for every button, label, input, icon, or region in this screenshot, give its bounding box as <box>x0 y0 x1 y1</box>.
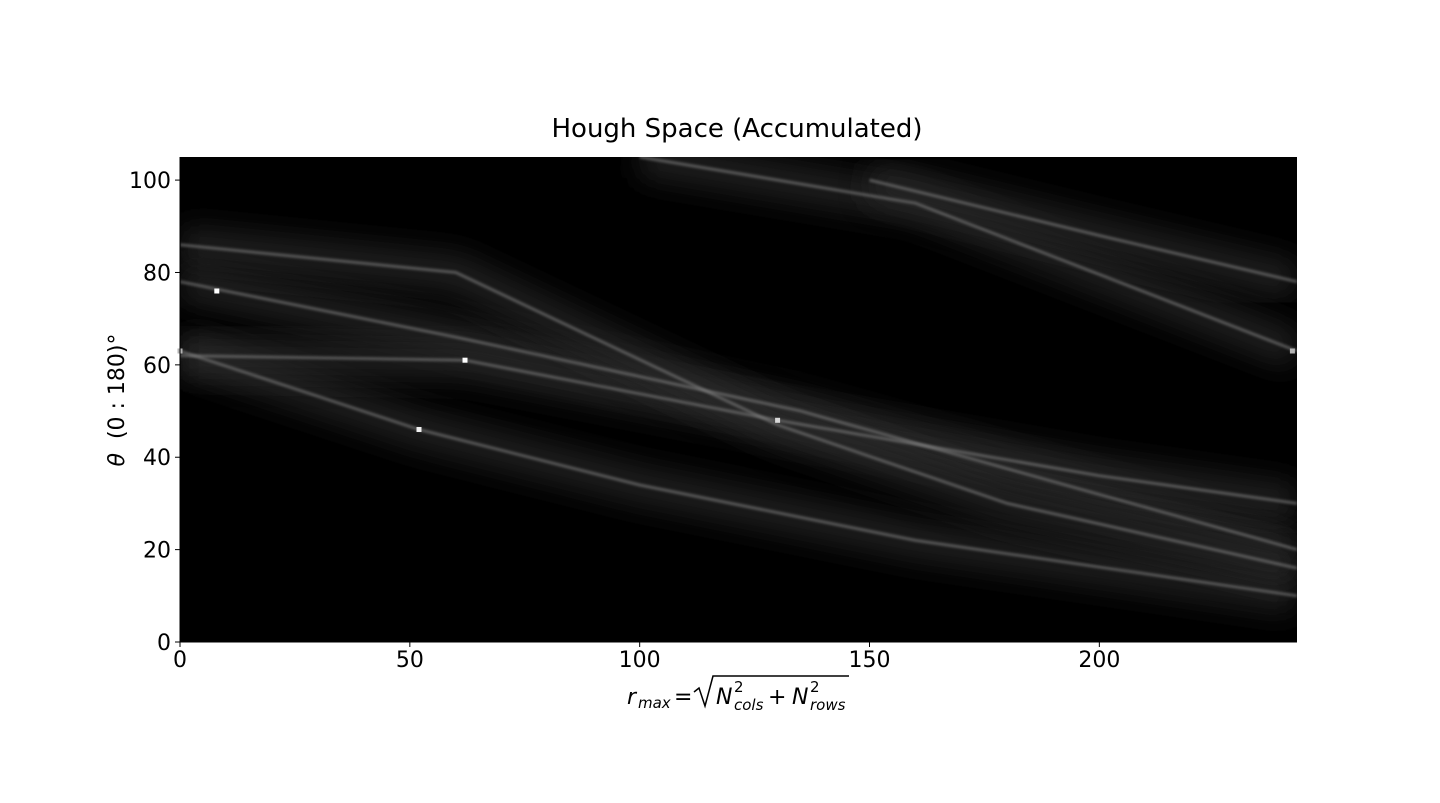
x-tick-label: 50 <box>396 648 424 673</box>
x-axis-label-sub-rows: rows <box>810 696 846 714</box>
x-axis-label-sup1: 2 <box>734 678 744 696</box>
y-tick-label: 0 <box>157 631 171 656</box>
x-tick-label: 200 <box>1078 648 1120 673</box>
x-axis-label: r max = N 2 cols + N 2 rows <box>627 675 849 714</box>
ridge-line-1 <box>180 280 1297 552</box>
peak-point <box>775 417 781 423</box>
ridge-line-6 <box>869 178 1297 284</box>
y-axis-label-theta: θ <box>105 453 130 467</box>
y-tick-label: 20 <box>143 539 171 564</box>
x-axis-label-r: r <box>627 685 638 710</box>
x-axis-label-N1: N <box>716 685 732 710</box>
x-tick-label: 0 <box>173 648 187 673</box>
heatmap-ridge-layer <box>180 157 1297 598</box>
ridge-line-4 <box>180 243 1297 570</box>
y-tick-label: 40 <box>143 446 171 471</box>
x-tick-label: 150 <box>849 648 891 673</box>
x-axis-label-equals: = <box>674 685 692 710</box>
ridge-line-5 <box>639 157 1297 353</box>
y-tick-label: 100 <box>129 169 171 194</box>
peak-point <box>214 288 220 294</box>
y-axis-label-range: (0 : 180)° <box>105 333 130 439</box>
y-tick-label: 60 <box>143 354 171 379</box>
x-axis: 0 50 100 150 200 <box>173 641 1297 673</box>
peak-point <box>462 357 468 363</box>
x-tick-label: 100 <box>619 648 661 673</box>
peak-point <box>416 427 422 432</box>
ridge-line-2 <box>180 349 1297 598</box>
x-axis-label-r-subscript: max <box>638 694 671 712</box>
x-axis-label-plus: + <box>768 685 786 710</box>
sqrt-sign <box>693 675 849 709</box>
y-axis-label-text: θ (0 : 180)° <box>105 333 130 466</box>
y-axis: 0 20 40 60 80 100 <box>129 157 181 656</box>
y-axis-label: θ (0 : 180)° <box>105 333 130 466</box>
heatmap-plot-area <box>177 157 1297 642</box>
x-axis-label-sub-cols: cols <box>734 696 764 714</box>
y-tick-label: 80 <box>143 261 171 286</box>
chart-title: Hough Space (Accumulated) <box>551 114 922 144</box>
x-axis-label-sup2: 2 <box>810 678 820 696</box>
x-axis-label-N2: N <box>792 685 808 710</box>
peak-point <box>1289 348 1295 354</box>
